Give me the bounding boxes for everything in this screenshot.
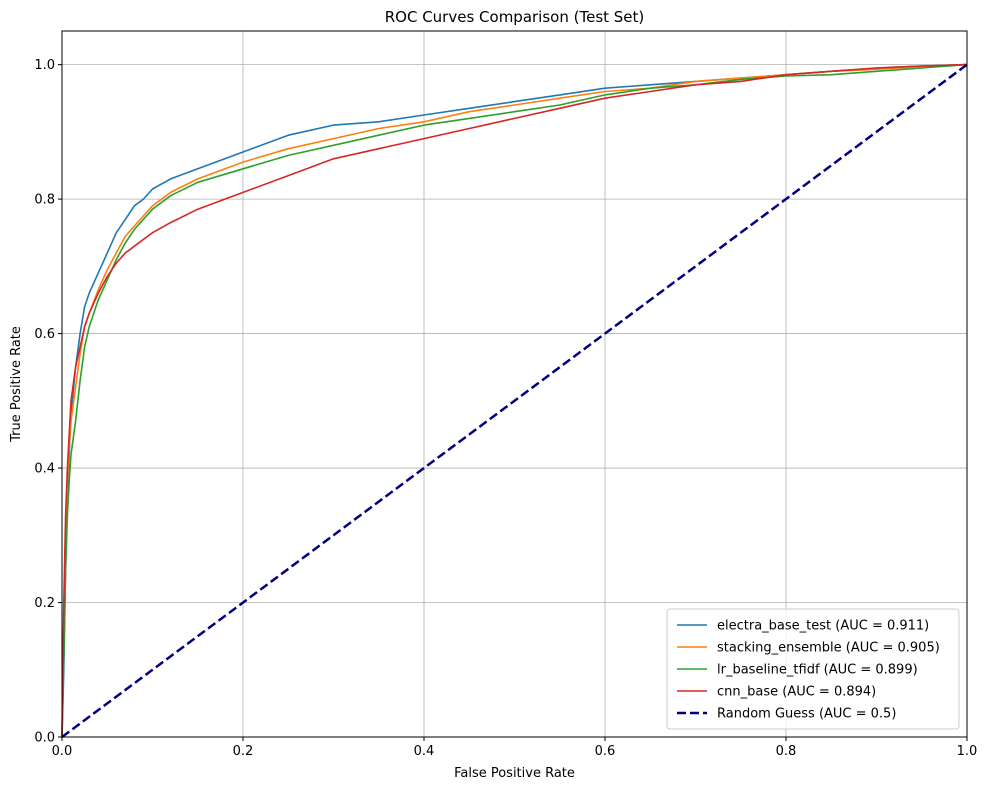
x-tick-label: 0.0 — [52, 744, 73, 759]
y-tick-label: 0.0 — [34, 731, 55, 746]
x-tick-label: 1.0 — [957, 744, 978, 759]
y-axis-label: True Positive Rate — [9, 326, 24, 443]
legend-label: cnn_base (AUC = 0.894) — [717, 685, 876, 700]
series-line-4 — [61, 63, 968, 739]
y-tick-label: 0.6 — [34, 327, 55, 342]
y-tick-label: 0.4 — [34, 462, 55, 477]
y-tick-label: 0.8 — [34, 193, 55, 208]
chart-title: ROC Curves Comparison (Test Set) — [385, 8, 645, 26]
series-line-3 — [61, 63, 968, 738]
x-tick-label: 0.2 — [233, 744, 254, 759]
x-tick-label: 0.4 — [414, 744, 435, 759]
series-line-1 — [61, 63, 968, 738]
legend-label: lr_baseline_tfidf (AUC = 0.899) — [717, 663, 918, 678]
legend-label: stacking_ensemble (AUC = 0.905) — [717, 641, 940, 656]
axis-ticks: 0.0 0.2 0.4 0.6 0.8 1.0 0.0 0.2 0.4 0.6 0.8 1.0 — [34, 58, 977, 759]
legend-label: Random Guess (AUC = 0.5) — [717, 707, 896, 722]
x-tick-label: 0.8 — [776, 744, 797, 759]
plot-frame — [61, 30, 968, 738]
x-tick-label: 0.6 — [595, 744, 616, 759]
y-tick-label: 0.2 — [34, 596, 55, 611]
legend-box — [666, 608, 960, 730]
series-lines — [61, 63, 968, 739]
y-tick-label: 1.0 — [34, 58, 55, 73]
x-axis-label: False Positive Rate — [454, 766, 575, 781]
legend-label: electra_base_test (AUC = 0.911) — [717, 619, 929, 634]
legend: electra_base_test (AUC = 0.911) stacking_… — [666, 608, 960, 730]
